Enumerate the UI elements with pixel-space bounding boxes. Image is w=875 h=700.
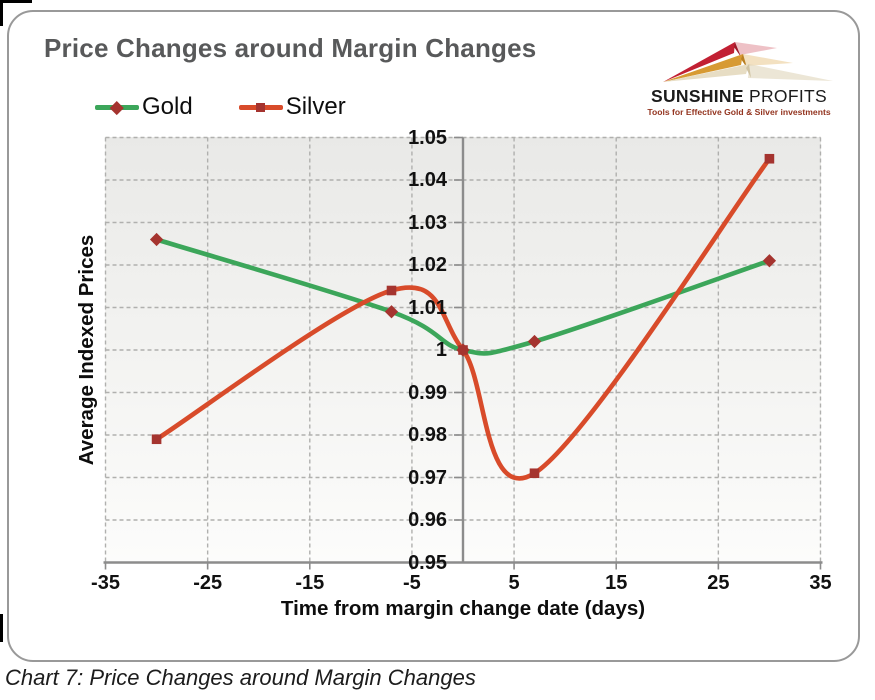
x-axis-title: Time from margin change date (days): [280, 597, 646, 620]
sunshine-profits-logo: SUNSHINE PROFITS Tools for Effective Gol…: [633, 32, 845, 122]
x-tick-label: 5: [508, 572, 520, 594]
y-tick-label: 0.98: [408, 424, 447, 446]
x-tick-label: -25: [193, 572, 223, 594]
chart-legend: Gold Silver: [95, 94, 346, 120]
x-tick-label: 15: [605, 572, 628, 594]
x-tick-label: 35: [809, 572, 832, 594]
silver-square-marker: [458, 345, 468, 355]
y-tick-label: 0.96: [408, 509, 447, 531]
logo-wordmark: SUNSHINE PROFITS: [633, 86, 845, 107]
page-edge-artifact-left-top: [0, 0, 3, 26]
x-tick-label: -15: [295, 572, 325, 594]
y-tick-label: 1.03: [408, 211, 447, 234]
x-tick-label: 25: [707, 572, 730, 594]
x-tick-label: -35: [91, 572, 120, 594]
silver-square-marker: [151, 434, 162, 445]
logo-word-profits: PROFITS: [743, 86, 827, 106]
chart-title: Price Changes around Margin Changes: [44, 33, 537, 63]
logo-arrows-icon: [663, 42, 833, 82]
legend-sample-diamond-icon: [95, 94, 139, 120]
figure-caption: Chart 7: Price Changes around Margin Cha…: [5, 665, 476, 690]
gold-diamond-marker: [384, 305, 399, 319]
legend-label: Silver: [285, 93, 346, 120]
y-tick-label: 0.95: [408, 551, 447, 574]
chart-svg: [103, 136, 823, 570]
x-tick-label: -5: [403, 572, 421, 594]
legend-sample-square-icon: [238, 94, 283, 120]
silver-square-marker: [764, 153, 775, 164]
series-line-silver: [154, 156, 772, 481]
silver-square-marker: [529, 468, 540, 479]
logo-tagline: Tools for Effective Gold & Silver invest…: [647, 107, 831, 117]
y-tick-label: 0.99: [408, 381, 447, 404]
gold-diamond-marker: [149, 232, 164, 247]
legend-label: Gold: [142, 93, 193, 120]
y-tick-label: 1.05: [408, 126, 447, 149]
legend-item-silver: Silver: [238, 93, 346, 120]
logo-word-sunshine: SUNSHINE: [651, 86, 744, 106]
y-tick-label: 1.01: [408, 296, 447, 319]
y-axis-title: Average Indexed Prices: [75, 234, 98, 466]
y-tick-label: 1.02: [408, 254, 447, 276]
silver-square-marker: [386, 285, 397, 296]
y-tick-label: 0.97: [408, 466, 447, 489]
page-edge-artifact-top: [0, 0, 32, 3]
y-tick-label: 1: [435, 339, 447, 361]
gold-diamond-marker: [527, 334, 542, 349]
y-tick-label: 1.04: [408, 169, 447, 191]
legend-item-gold: Gold: [95, 94, 193, 120]
page-edge-artifact-left-bottom: [0, 614, 3, 642]
